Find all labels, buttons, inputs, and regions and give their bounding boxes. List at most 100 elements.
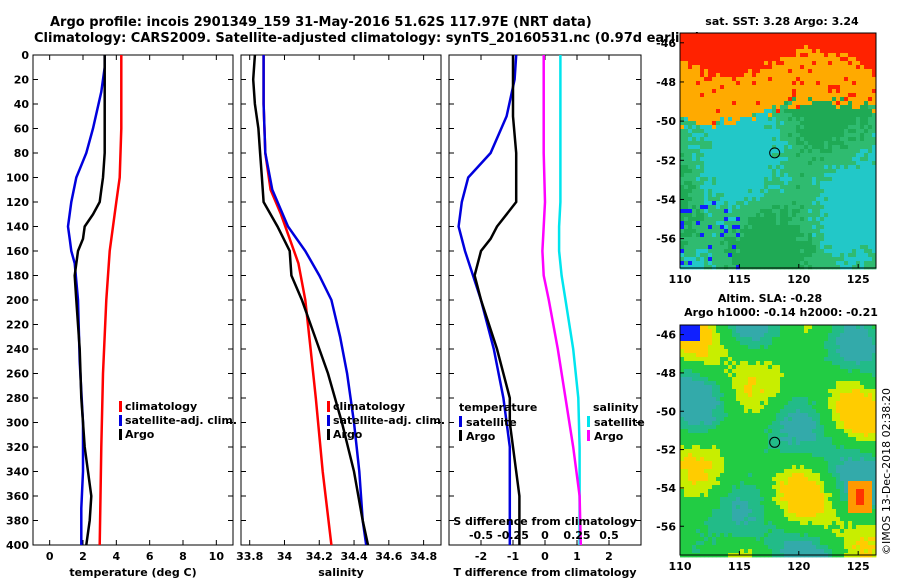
map-cell (680, 201, 685, 206)
map-cell (772, 73, 777, 78)
map-cell (716, 229, 721, 234)
map-cell (820, 125, 825, 130)
map-cell (732, 381, 737, 386)
map-cell (680, 73, 685, 78)
map-cell (760, 397, 765, 402)
map-cell (812, 237, 817, 242)
map-cell (748, 333, 753, 338)
map-cell (856, 89, 861, 94)
map-cell (756, 257, 761, 262)
map-cell (860, 41, 865, 46)
map-cell (788, 433, 793, 438)
map-cell (792, 197, 797, 202)
map-cell (812, 85, 817, 90)
map-cell (692, 189, 697, 194)
map-cell (788, 373, 793, 378)
map-cell (840, 145, 845, 150)
map-cell (688, 393, 693, 398)
map-cell (712, 237, 717, 242)
map-cell (820, 325, 825, 330)
map-cell (840, 389, 845, 394)
map-cell (812, 93, 817, 98)
map-cell (744, 129, 749, 134)
map-cell (840, 369, 845, 374)
map-cell (840, 201, 845, 206)
map-cell (824, 105, 829, 110)
map-cell (780, 213, 785, 218)
map-cell (716, 225, 721, 230)
map-cell (736, 201, 741, 206)
map-cell (756, 45, 761, 50)
map-cell (840, 397, 845, 402)
map-cell (720, 37, 725, 42)
map-cell (772, 121, 777, 126)
map-cell (736, 361, 741, 366)
map-cell (748, 445, 753, 450)
map-cell (844, 417, 849, 422)
map-cell (736, 437, 741, 442)
map-cell (792, 81, 797, 86)
map-cell (716, 417, 721, 422)
map-cell (736, 445, 741, 450)
map-cell (748, 129, 753, 134)
map-cell (772, 141, 777, 146)
map-cell (784, 329, 789, 334)
map-cell (752, 329, 757, 334)
map-cell (796, 349, 801, 354)
y-tick-label: -54 (656, 193, 676, 206)
map-cell (840, 265, 845, 270)
map-cell (696, 145, 701, 150)
map-cell (756, 357, 761, 362)
map-cell (828, 93, 833, 98)
map-cell (712, 417, 717, 422)
map-cell (748, 441, 753, 446)
map-cell (756, 77, 761, 82)
map-cell (820, 173, 825, 178)
map-cell (816, 405, 821, 410)
map-cell (784, 365, 789, 370)
map-cell (784, 461, 789, 466)
map-cell (764, 81, 769, 86)
map-cell (860, 409, 865, 414)
map-cell (832, 429, 837, 434)
map-cell (700, 373, 705, 378)
map-cell (836, 45, 841, 50)
map-cell (728, 449, 733, 454)
map-cell (768, 45, 773, 50)
map-cell (684, 337, 689, 342)
map-cell (800, 193, 805, 198)
map-cell (836, 333, 841, 338)
map-cell (852, 73, 857, 78)
map-cell (692, 373, 697, 378)
legend-label: satellite (466, 416, 517, 429)
map-cell (752, 393, 757, 398)
map-cell (808, 65, 813, 70)
map-cell (808, 453, 813, 458)
map-cell (828, 205, 833, 210)
map-cell (864, 45, 869, 50)
map-cell (844, 221, 849, 226)
map-cell (856, 429, 861, 434)
map-cell (708, 453, 713, 458)
map-cell (720, 173, 725, 178)
map-cell (756, 261, 761, 266)
map-cell (852, 353, 857, 358)
map-cell (680, 349, 685, 354)
map-cell (812, 245, 817, 250)
map-cell (804, 245, 809, 250)
map-cell (868, 465, 873, 470)
map-cell (852, 161, 857, 166)
map-cell (764, 149, 769, 154)
map-cell (704, 265, 709, 270)
map-cell (708, 65, 713, 70)
map-cell (776, 81, 781, 86)
map-cell (704, 73, 709, 78)
map-cell (708, 125, 713, 130)
map-cell (732, 185, 737, 190)
map-cell (780, 441, 785, 446)
map-cell (704, 113, 709, 118)
map-cell (788, 345, 793, 350)
map-cell (772, 65, 777, 70)
map-cell (760, 429, 765, 434)
map-cell (864, 345, 869, 350)
